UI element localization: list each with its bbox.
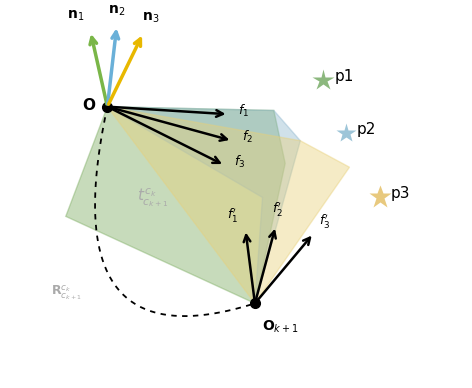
Text: $\mathbf{R}_{c_{k+1}}^{c_k}$: $\mathbf{R}_{c_{k+1}}^{c_k}$ [51, 282, 82, 301]
Text: $\mathbf{O}$: $\mathbf{O}$ [82, 97, 96, 113]
Text: $f_3'$: $f_3'$ [319, 211, 330, 230]
Text: $f_1$: $f_1$ [238, 102, 249, 118]
Text: $\mathbf{n}_2$: $\mathbf{n}_2$ [108, 3, 126, 18]
Text: p1: p1 [334, 69, 354, 84]
Text: $\mathbf{n}_1$: $\mathbf{n}_1$ [67, 9, 84, 23]
Polygon shape [108, 107, 300, 303]
Text: p2: p2 [357, 122, 377, 137]
Text: $f_3$: $f_3$ [234, 154, 245, 170]
Text: $\mathbf{n}_3$: $\mathbf{n}_3$ [142, 11, 160, 25]
Text: $f_1'$: $f_1'$ [227, 206, 238, 224]
Text: $\mathbf{O}_{k+1}$: $\mathbf{O}_{k+1}$ [262, 319, 299, 335]
Text: p3: p3 [391, 186, 411, 201]
Polygon shape [108, 107, 349, 303]
Polygon shape [66, 107, 285, 303]
Text: $f_2'$: $f_2'$ [272, 200, 283, 218]
Text: $t_{c_{k+1}}^{c_k}$: $t_{c_{k+1}}^{c_k}$ [137, 186, 169, 209]
Text: $f_2$: $f_2$ [242, 129, 253, 145]
